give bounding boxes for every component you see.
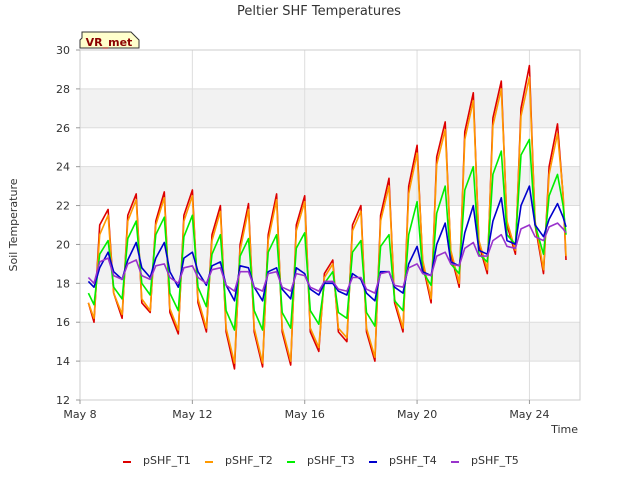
background-band <box>80 322 580 362</box>
y-tick-label: 16 <box>56 316 70 329</box>
x-tick-label: May 12 <box>172 408 212 421</box>
x-tick-label: May 16 <box>285 408 325 421</box>
legend-item-pSHF_T2: pSHF_T2 <box>205 454 273 467</box>
y-tick-label: 26 <box>56 122 70 135</box>
y-tick-label: 12 <box>56 394 70 407</box>
x-axis-title: Time <box>550 423 578 436</box>
series-line-pSHF_T4 <box>87 185 567 302</box>
site-badge-label: VR_met <box>86 36 133 49</box>
legend-label: pSHF_T3 <box>307 454 355 467</box>
series-line-pSHF_T5 <box>87 222 567 294</box>
legend-item-pSHF_T4: pSHF_T4 <box>369 454 437 467</box>
background-band <box>80 88 580 128</box>
x-axis: May 8 May 12 May 16 May 20 May 24 <box>63 400 550 421</box>
legend-label: pSHF_T5 <box>471 454 519 467</box>
legend: pSHF_T1 pSHF_T2 pSHF_T3 pSHF_T4 pSHF_T5 <box>123 454 519 467</box>
legend-label: pSHF_T1 <box>143 454 191 467</box>
x-tick-label: May 24 <box>509 408 549 421</box>
legend-item-pSHF_T3: pSHF_T3 <box>287 454 355 467</box>
y-tick-label: 14 <box>56 355 70 368</box>
x-tick-label: May 20 <box>397 408 437 421</box>
series-lines <box>87 64 567 370</box>
legend-item-pSHF_T1: pSHF_T1 <box>123 454 191 467</box>
y-axis: 12 14 16 18 20 22 24 26 28 30 <box>56 44 80 407</box>
y-axis-title: Soil Temperature <box>7 178 20 271</box>
y-tick-label: 28 <box>56 83 70 96</box>
y-tick-label: 18 <box>56 277 70 290</box>
chart-title: Peltier SHF Temperatures <box>237 4 401 19</box>
plot-area <box>79 49 581 401</box>
y-tick-label: 24 <box>56 161 70 174</box>
y-tick-label: 30 <box>56 44 70 57</box>
legend-label: pSHF_T4 <box>389 454 437 467</box>
y-tick-label: 20 <box>56 238 70 251</box>
site-badge: VR_met <box>79 31 140 49</box>
legend-label: pSHF_T2 <box>225 454 273 467</box>
legend-item-pSHF_T5: pSHF_T5 <box>451 454 519 467</box>
x-tick-label: May 8 <box>63 408 96 421</box>
y-tick-label: 22 <box>56 200 70 213</box>
